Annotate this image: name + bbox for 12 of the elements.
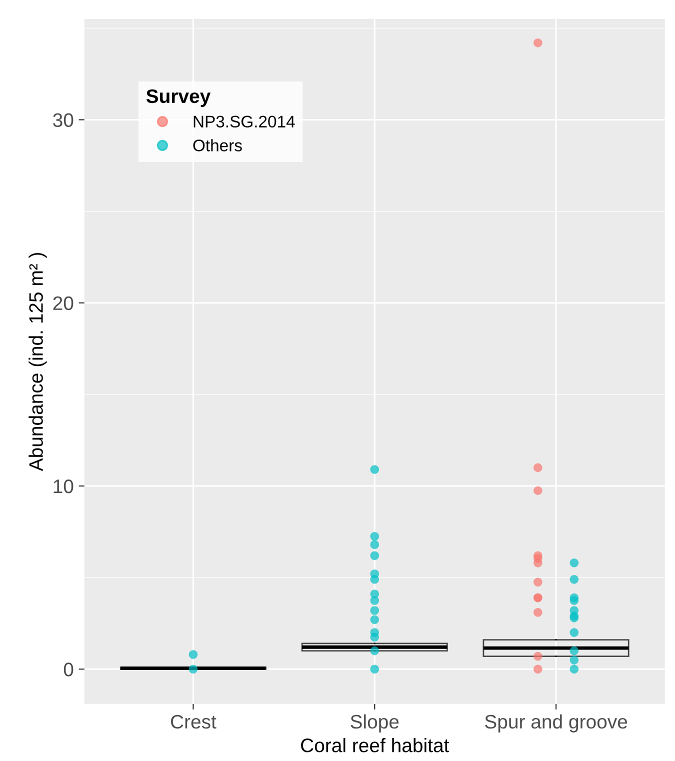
x-tick-label: Crest xyxy=(170,714,216,729)
y-axis-title: Abundance (ind. 125 m² ) xyxy=(28,252,47,472)
x-axis-title: Coral reef habitat xyxy=(301,738,450,752)
x-tick-label: Slope xyxy=(350,714,399,732)
x-tick-label: Spur and groove xyxy=(485,714,628,732)
y-tick-label: 20 xyxy=(53,296,74,310)
legend-label: NP3.SG.2014 xyxy=(194,116,295,128)
legend-title: Survey xyxy=(146,89,211,107)
legend-label: Others xyxy=(193,139,242,152)
y-tick-label: 0 xyxy=(64,662,74,676)
y-tick-label: 30 xyxy=(53,113,74,127)
y-tick-label: 10 xyxy=(54,479,74,494)
